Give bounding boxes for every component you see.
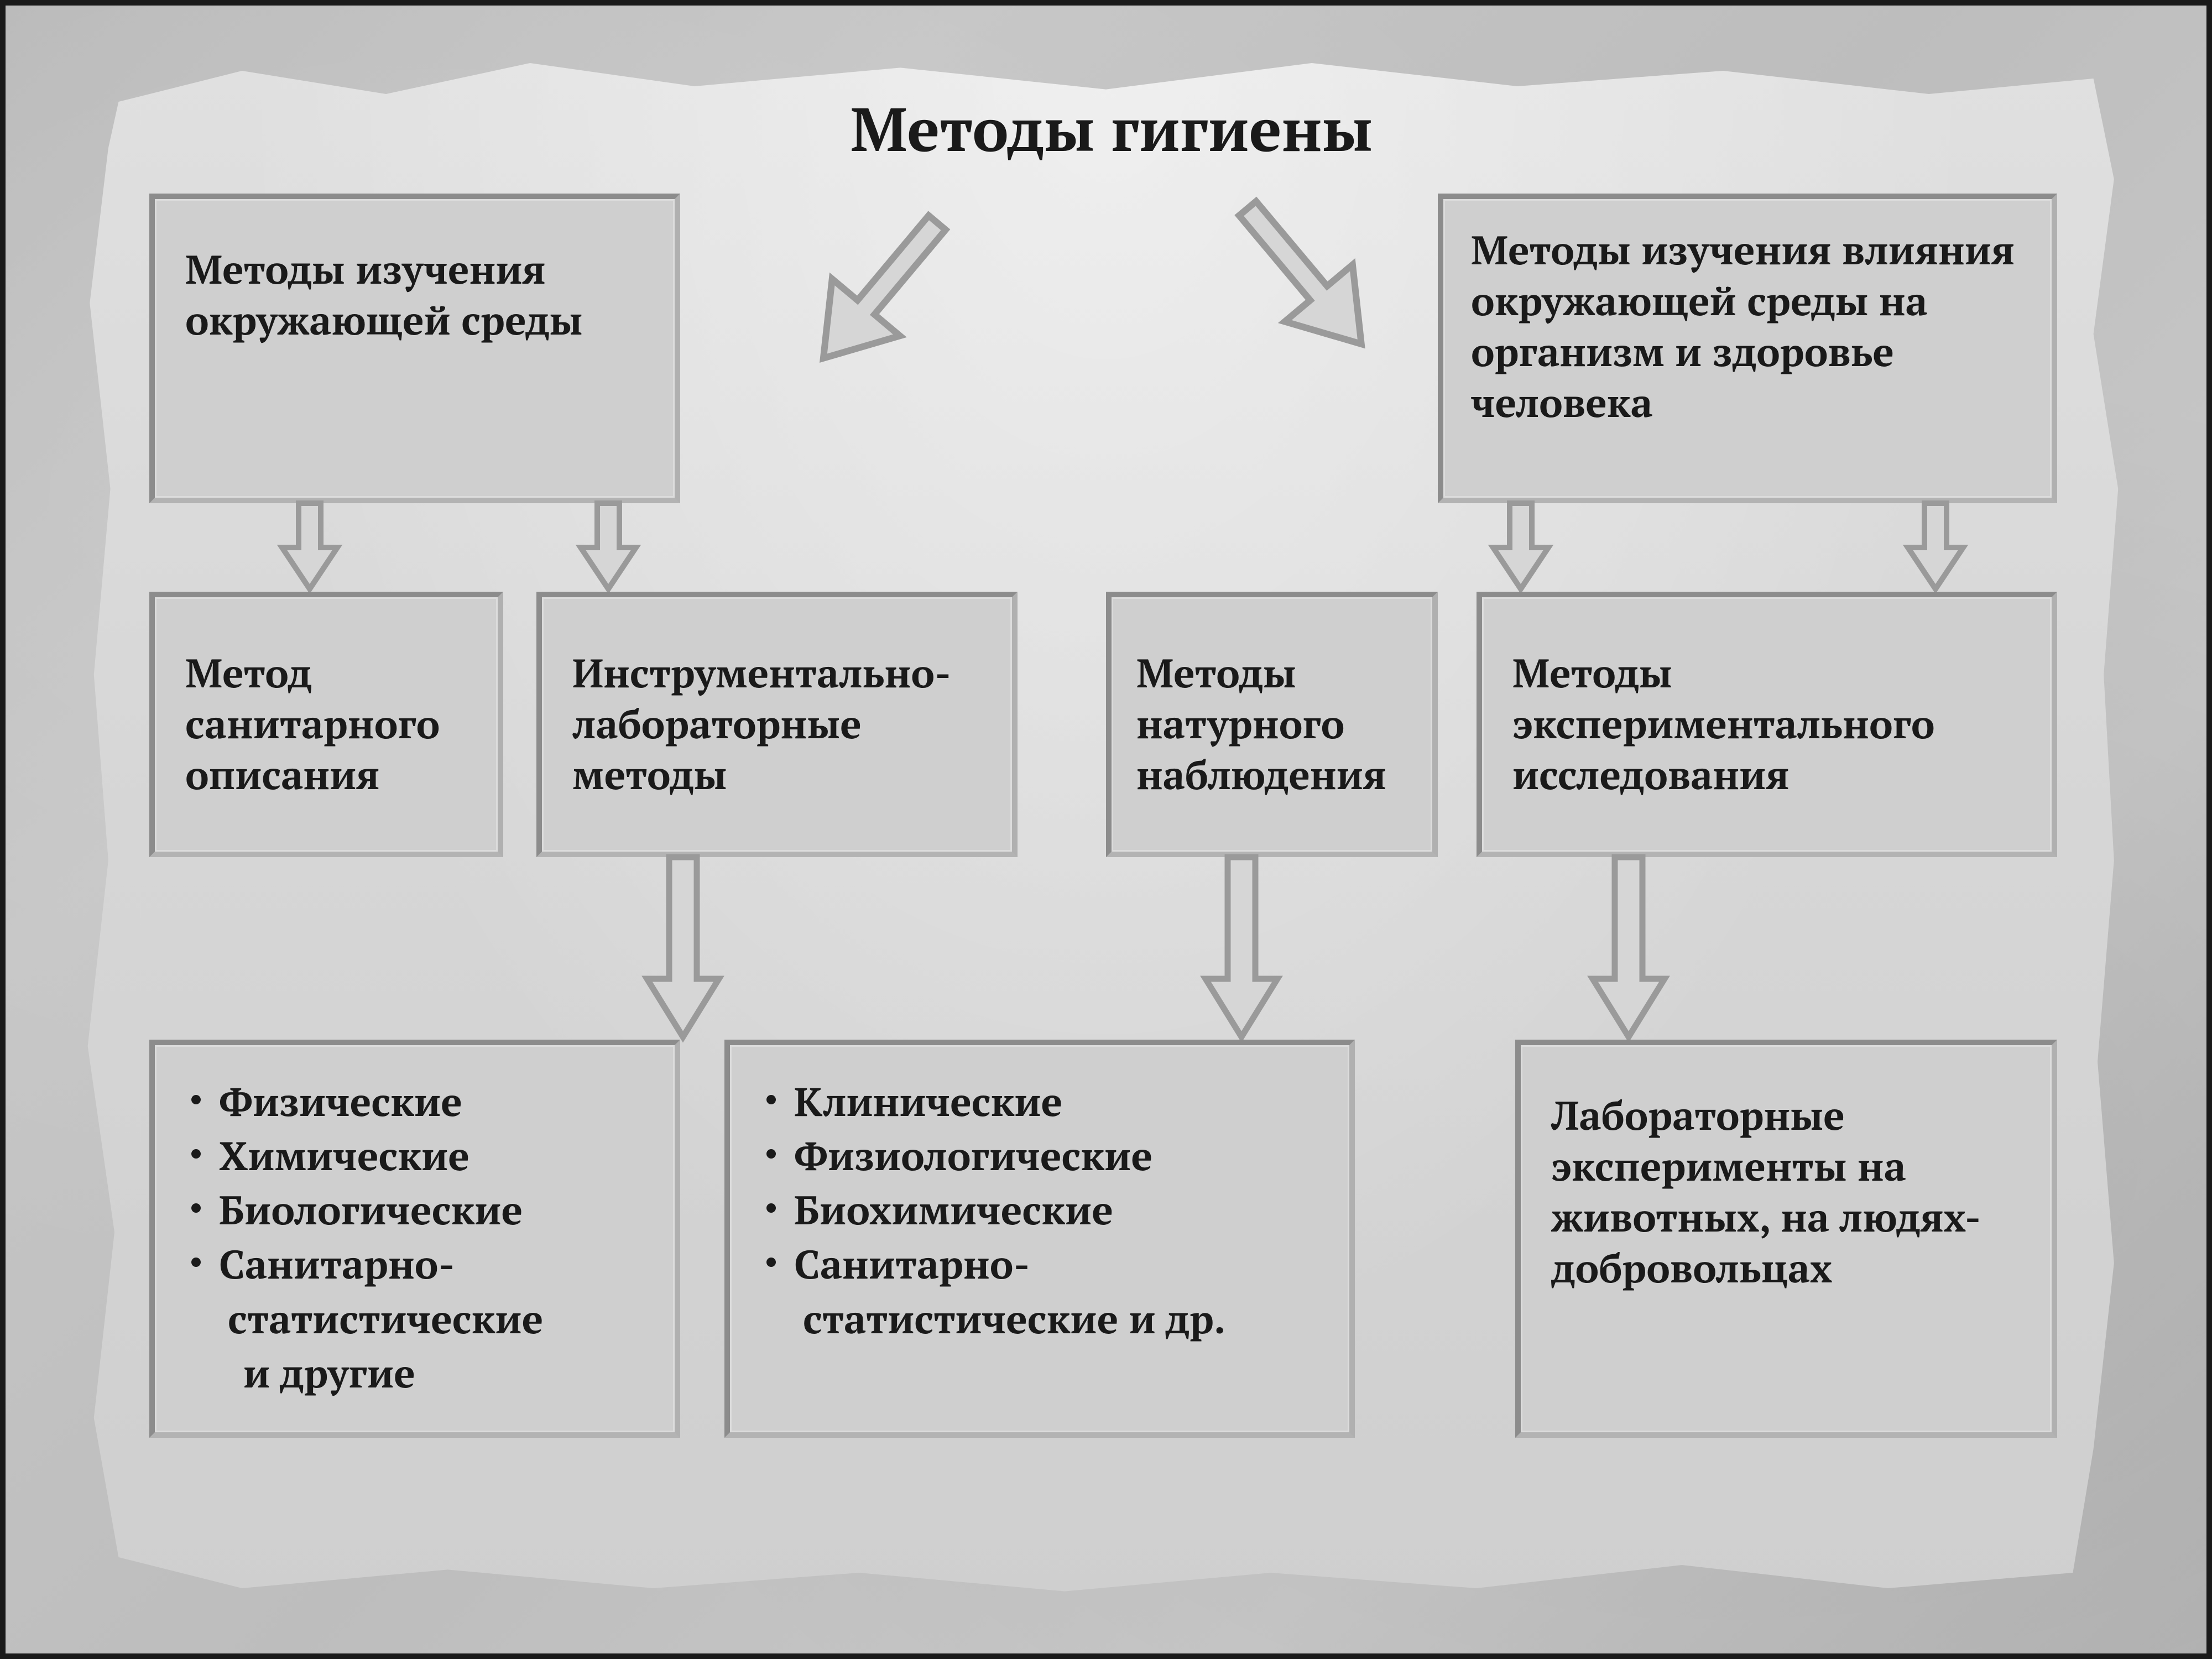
arrow-righttop-to-r2c3 [1482, 498, 1559, 597]
slide-frame: Методы гигиены Методы изучения окружающе… [0, 0, 2212, 1659]
box-r3c3: Лабораторные эксперименты на животных, н… [1515, 1040, 2057, 1438]
arrow-righttop-to-r2c4 [1897, 498, 1974, 597]
diagram-title: Методы гигиены [570, 88, 1653, 169]
list-item: Санитарно- [177, 1238, 653, 1289]
arrow-lefttop-to-r2c1 [271, 498, 348, 597]
list-item: Клинические [752, 1076, 1327, 1126]
arrow-title-to-right [1178, 177, 1421, 398]
list-item: Физические [177, 1076, 653, 1126]
box-r3c1: Физические Химические Биологические Сани… [149, 1040, 680, 1438]
arrow-r2c2-down [636, 852, 730, 1045]
list-item: Биохимические [752, 1184, 1327, 1235]
list-r3c2: Клинические Физиологические Биохимически… [752, 1076, 1327, 1344]
list-r3c1: Физические Химические Биологические Сани… [177, 1076, 653, 1398]
arrow-title-to-left [747, 177, 990, 398]
list-item: Биологические [177, 1184, 653, 1235]
box-r2c3: Методы натурного наблюдения [1106, 592, 1438, 857]
arrow-r2c4-down [1582, 852, 1676, 1045]
list-item-cont: статистические и др. [752, 1293, 1327, 1344]
list-item: Химические [177, 1130, 653, 1181]
list-item-cont: статистические [177, 1293, 653, 1344]
box-r2c1: Метод санитарного описания [149, 592, 503, 857]
box-r2c2: Инструментально-лабораторные методы [536, 592, 1018, 857]
arrow-lefttop-to-r2c2 [570, 498, 647, 597]
list-item-cont: и другие [177, 1347, 653, 1398]
box-r3c2: Клинические Физиологические Биохимически… [724, 1040, 1355, 1438]
list-item: Санитарно- [752, 1238, 1327, 1289]
box-right-top: Методы изучения влияния окружающей среды… [1438, 194, 2057, 503]
list-item: Физиологические [752, 1130, 1327, 1181]
box-left-top: Методы изучения окружающей среды [149, 194, 680, 503]
arrow-r2c3-down [1194, 852, 1288, 1045]
box-r2c4: Методы экспериментального исследования [1477, 592, 2057, 857]
